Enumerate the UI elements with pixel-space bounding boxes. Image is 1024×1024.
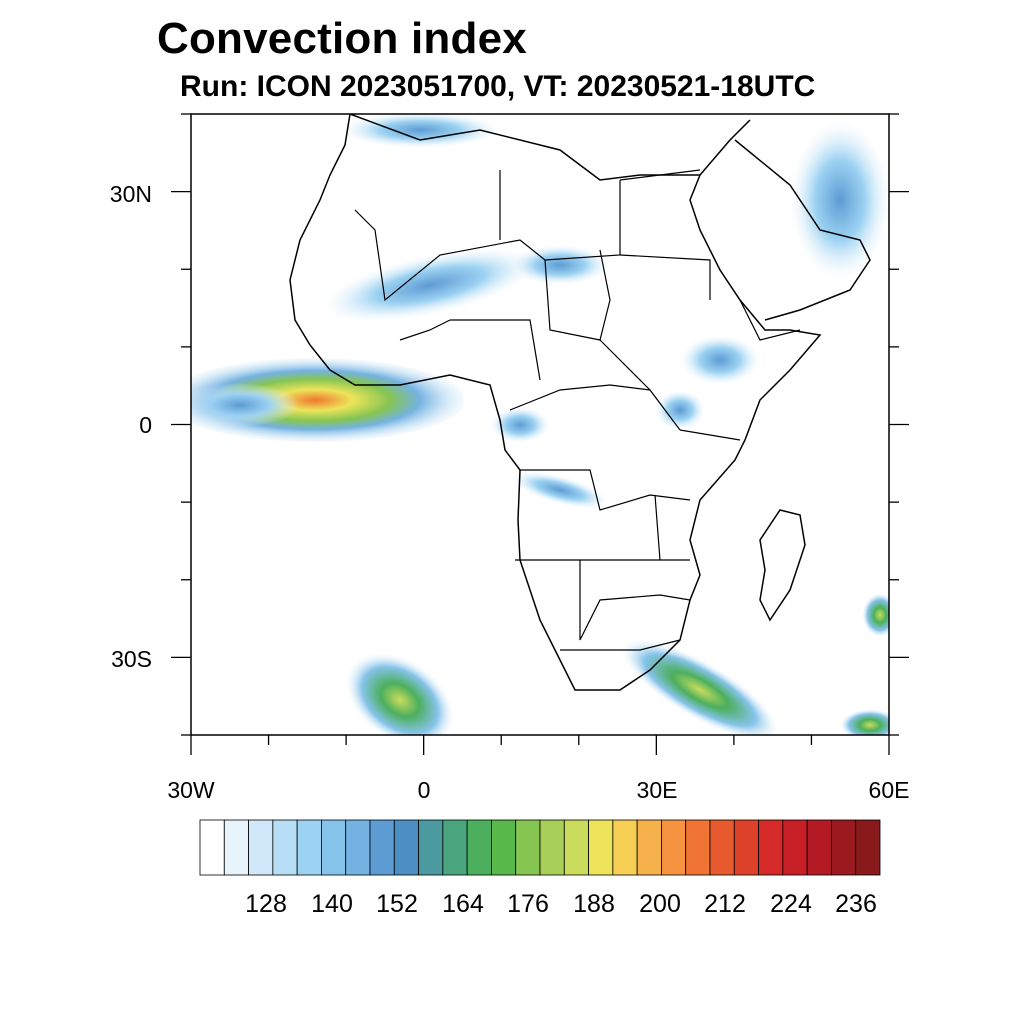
colorbar-swatch: [515, 819, 541, 876]
colorbar-swatch: [709, 819, 735, 876]
axis-ticks: [171, 113, 909, 755]
lon-label-60e: 60E: [869, 777, 910, 803]
colorbar-swatch: [296, 819, 322, 876]
colorbar-label-140: 140: [311, 890, 353, 918]
colorbar-swatch: [491, 819, 517, 876]
colorbar-swatch: [466, 819, 492, 876]
colorbar-swatch: [612, 819, 638, 876]
country-borders: [354, 169, 801, 651]
colorbar-swatch: [345, 819, 371, 876]
colorbar-label-164: 164: [442, 890, 484, 918]
colorbar-label-188: 188: [573, 890, 615, 918]
colorbar-swatch: [758, 819, 784, 876]
colorbar-swatch: [369, 819, 395, 876]
colorbar-swatch: [539, 819, 565, 876]
convection-field: [191, 114, 889, 735]
colorbar-swatch: [806, 819, 832, 876]
lon-label-0: 0: [418, 777, 431, 803]
colorbar-swatch: [272, 819, 298, 876]
colorbar-swatch: [782, 819, 808, 876]
colorbar-swatch: [661, 819, 687, 876]
colorbar-label-152: 152: [376, 890, 418, 918]
lat-label-0: 0: [139, 412, 152, 438]
colorbar-swatch: [442, 819, 468, 876]
colorbar-swatch: [199, 819, 225, 876]
colorbar-swatch: [321, 819, 347, 876]
colorbar-swatch: [733, 819, 759, 876]
colorbar-swatch: [393, 819, 419, 876]
colorbar-swatch: [248, 819, 274, 876]
colorbar-label-212: 212: [704, 890, 746, 918]
lat-label-30n: 30N: [110, 181, 152, 207]
colorbar-swatch: [563, 819, 589, 876]
lon-label-30e: 30E: [637, 777, 678, 803]
lon-label-30w: 30W: [167, 777, 215, 803]
colorbar-label-128: 128: [245, 890, 287, 918]
coastlines: [289, 114, 871, 691]
colorbar-swatch: [636, 819, 662, 876]
chart-title: Convection index: [157, 14, 527, 63]
colorbar-swatch: [588, 819, 614, 876]
colorbar-swatch: [685, 819, 711, 876]
colorbar-label-200: 200: [639, 890, 681, 918]
colorbar-swatch: [831, 819, 857, 876]
colorbar-label-236: 236: [835, 890, 877, 918]
colorbar-swatch: [855, 819, 881, 876]
colorbar: [199, 819, 881, 876]
lat-label-30s: 30S: [111, 646, 152, 672]
chart-subtitle: Run: ICON 2023051700, VT: 20230521-18UTC: [180, 70, 816, 103]
colorbar-label-176: 176: [507, 890, 549, 918]
colorbar-swatch: [223, 819, 249, 876]
colorbar-label-224: 224: [770, 890, 812, 918]
colorbar-swatch: [418, 819, 444, 876]
